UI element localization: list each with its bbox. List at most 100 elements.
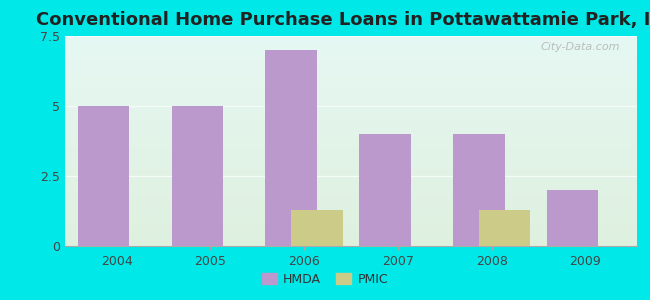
- Bar: [65, 128, 637, 130]
- Bar: [65, 175, 637, 177]
- Bar: [65, 233, 637, 236]
- Bar: [78, 106, 129, 246]
- Bar: [65, 42, 637, 44]
- Bar: [65, 210, 637, 212]
- Bar: [65, 91, 637, 93]
- Bar: [479, 210, 530, 246]
- Bar: [65, 181, 637, 183]
- Bar: [65, 107, 637, 110]
- Bar: [65, 208, 637, 210]
- Bar: [65, 202, 637, 204]
- Bar: [65, 93, 637, 95]
- Bar: [65, 200, 637, 202]
- Bar: [65, 120, 637, 122]
- Bar: [65, 97, 637, 99]
- Bar: [65, 110, 637, 112]
- Bar: [65, 198, 637, 200]
- Bar: [65, 242, 637, 244]
- Bar: [65, 158, 637, 160]
- Bar: [65, 152, 637, 154]
- Bar: [65, 38, 637, 40]
- Bar: [65, 40, 637, 42]
- Bar: [65, 103, 637, 105]
- Bar: [65, 204, 637, 206]
- Bar: [65, 183, 637, 185]
- Bar: [65, 156, 637, 158]
- Bar: [65, 55, 637, 57]
- Bar: [65, 196, 637, 198]
- Bar: [65, 86, 637, 88]
- Bar: [65, 164, 637, 166]
- Bar: [65, 72, 637, 74]
- Bar: [65, 133, 637, 135]
- Bar: [65, 231, 637, 233]
- Bar: [65, 80, 637, 82]
- Bar: [65, 238, 637, 240]
- Bar: [65, 61, 637, 63]
- Bar: [65, 214, 637, 217]
- Bar: [65, 170, 637, 172]
- Bar: [65, 53, 637, 55]
- Bar: [65, 189, 637, 191]
- Text: City-Data.com: City-Data.com: [540, 42, 620, 52]
- Bar: [65, 223, 637, 225]
- Bar: [65, 145, 637, 147]
- Bar: [65, 141, 637, 143]
- Bar: [65, 221, 637, 223]
- Legend: HMDA, PMIC: HMDA, PMIC: [257, 268, 393, 291]
- Bar: [65, 84, 637, 86]
- Bar: [65, 172, 637, 175]
- Bar: [65, 244, 637, 246]
- Bar: [65, 118, 637, 120]
- Bar: [65, 206, 637, 208]
- Bar: [65, 74, 637, 76]
- Bar: [65, 78, 637, 80]
- Bar: [65, 105, 637, 107]
- Bar: [65, 227, 637, 229]
- Bar: [65, 46, 637, 49]
- Bar: [65, 166, 637, 168]
- Bar: [359, 134, 411, 246]
- Bar: [65, 240, 637, 242]
- Bar: [65, 143, 637, 145]
- Bar: [65, 51, 637, 53]
- Bar: [65, 44, 637, 46]
- Bar: [65, 168, 637, 170]
- Bar: [65, 229, 637, 231]
- Bar: [65, 139, 637, 141]
- Bar: [65, 160, 637, 162]
- Bar: [65, 88, 637, 91]
- Bar: [547, 190, 598, 246]
- Bar: [65, 162, 637, 164]
- Bar: [65, 191, 637, 194]
- Bar: [65, 63, 637, 65]
- Bar: [65, 135, 637, 137]
- Bar: [65, 65, 637, 68]
- Bar: [65, 82, 637, 84]
- Bar: [65, 114, 637, 116]
- Bar: [65, 137, 637, 139]
- Bar: [65, 154, 637, 156]
- Bar: [65, 101, 637, 103]
- Bar: [65, 76, 637, 78]
- Bar: [65, 225, 637, 227]
- Bar: [453, 134, 504, 246]
- Bar: [65, 219, 637, 221]
- Bar: [65, 49, 637, 51]
- Bar: [65, 179, 637, 181]
- Bar: [65, 212, 637, 214]
- Bar: [65, 124, 637, 126]
- Bar: [65, 236, 637, 238]
- Bar: [65, 36, 637, 38]
- Title: Conventional Home Purchase Loans in Pottawattamie Park, IN: Conventional Home Purchase Loans in Pott…: [36, 11, 650, 29]
- Bar: [65, 95, 637, 97]
- Bar: [65, 130, 637, 133]
- Bar: [291, 210, 343, 246]
- Bar: [65, 147, 637, 149]
- Bar: [65, 68, 637, 70]
- Bar: [65, 185, 637, 187]
- Bar: [65, 70, 637, 72]
- Bar: [65, 187, 637, 189]
- Bar: [65, 59, 637, 61]
- Bar: [65, 177, 637, 179]
